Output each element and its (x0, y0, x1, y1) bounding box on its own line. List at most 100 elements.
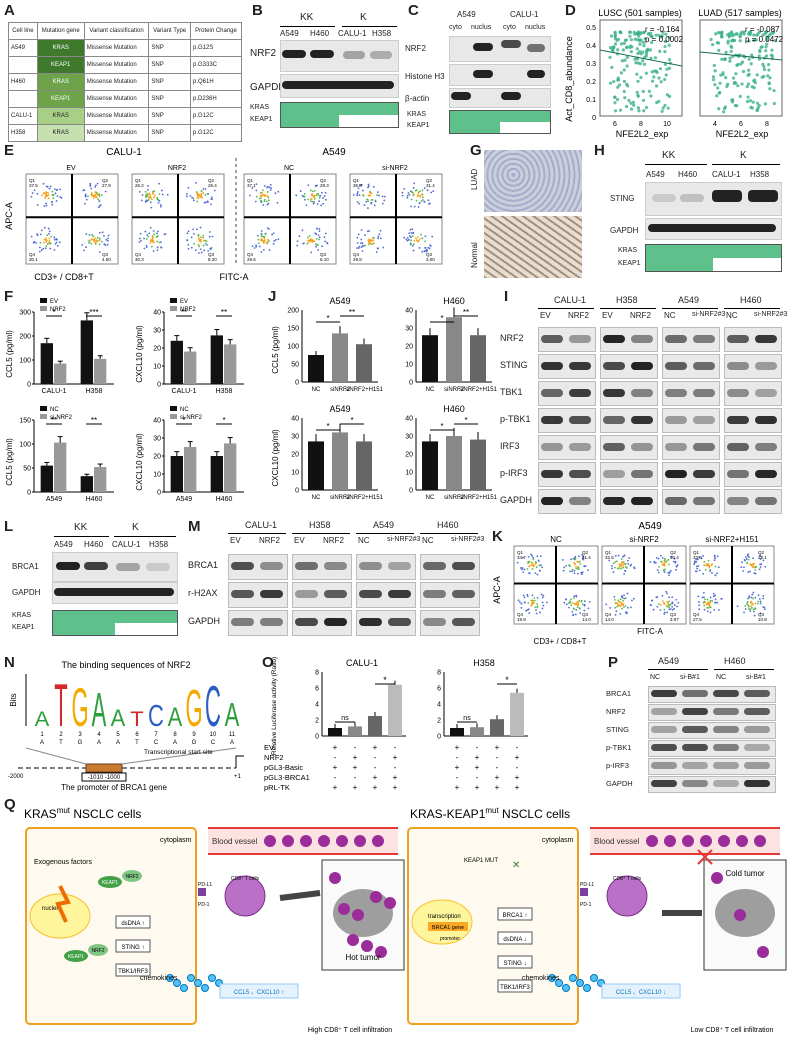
scatter-d-point (745, 99, 750, 104)
flow-e-dot (204, 193, 207, 196)
flow-k-xlabel: FITC-A (637, 627, 663, 636)
flow-k-dot (702, 555, 704, 557)
flow-k-dot (696, 567, 699, 570)
logo-n-letter: A (111, 704, 126, 731)
luciferase-o-sign: + (373, 743, 378, 752)
flow-k-dot (531, 594, 534, 597)
ihc-g-normal-image (484, 216, 582, 278)
scatter-d-point (667, 58, 672, 62)
blot-group-line (600, 308, 656, 309)
flow-e-dot (53, 238, 56, 241)
flow-e-dot (381, 195, 384, 198)
flow-e-dot (140, 199, 143, 202)
flow-e-dot (210, 203, 212, 206)
flow-k-quad-value: 50.4 (670, 555, 679, 560)
blot-b: KK K A549 H460 CALU-1 H358 NRF2 GAPDH KR… (250, 10, 400, 135)
flow-e-dot (99, 251, 101, 253)
flow-e-dot (263, 237, 266, 240)
panel-label-e: E (4, 142, 15, 159)
flow-e-dot (377, 235, 380, 238)
flow-e-dot (96, 240, 99, 243)
flow-k-dot (577, 566, 580, 569)
flow-e-dot (362, 194, 365, 196)
flow-k-dot (716, 601, 719, 604)
luciferase-o-ytick: 2 (437, 718, 441, 725)
bars-f-bar (170, 456, 183, 492)
flow-e-dot (262, 193, 265, 196)
flow-k-dot (698, 569, 701, 572)
flow-e-dot (308, 235, 311, 237)
bars-j-xtick: siNRF2 (330, 495, 351, 501)
schematic-q-tumor-tcell (757, 946, 769, 958)
flow-e-dot (417, 192, 420, 194)
schematic-q-step: STING ↑ (121, 945, 144, 951)
flow-k-dot (582, 558, 585, 561)
flow-e-quad-value: 6.10 (320, 257, 329, 262)
flow-k-dot (575, 567, 578, 570)
flow-e-dot (158, 199, 161, 202)
blot-band (324, 562, 347, 570)
scatter-d-point (732, 33, 736, 37)
flow-e-dot (416, 236, 419, 238)
blot-group-line (292, 533, 350, 534)
table-cell: Missense Mutation (83, 124, 150, 142)
flow-e-dot (378, 233, 381, 236)
flow-k-dot (516, 561, 519, 564)
blot-band (603, 415, 625, 424)
blot-c: A549 CALU-1 cyto nuclus cyto nuclus NRF2… (405, 10, 555, 135)
bars-j-xtick: siNRF2+H151 (459, 387, 498, 393)
flow-e-dot (369, 194, 371, 197)
flow-e-dot (381, 202, 384, 205)
flow-k-dot (581, 603, 584, 606)
flow-e-dot (315, 245, 318, 248)
flow-k-dot (673, 604, 676, 607)
flow-k-dot (542, 604, 545, 607)
schematic-q-step: dsDNA ↓ (503, 937, 526, 943)
scatter-d-point (747, 57, 751, 61)
flow-k-dot (546, 601, 548, 604)
flow-k-dot (535, 612, 538, 615)
flow-k-dot (713, 559, 716, 562)
flow-e-dot (295, 194, 298, 197)
blot-l-mut-2: KEAP1 (12, 624, 35, 631)
logo-n-letter: A (168, 703, 183, 733)
flow-e-dot (150, 239, 152, 241)
flow-e-dot (376, 194, 379, 196)
flow-e-dot (417, 194, 419, 197)
flow-e-dot (199, 238, 202, 241)
flow-k-dot (576, 600, 579, 603)
flow-k-dot (661, 594, 664, 597)
mutation-table-grid: Cell line Mutation gene Variant classifica… (8, 22, 243, 142)
flow-e-dot (372, 239, 374, 242)
flow-e-dot (369, 239, 372, 241)
flow-k-dot (757, 594, 760, 597)
blot-group-label: H460 (740, 295, 762, 305)
luciferase-o-sig: * (383, 675, 387, 685)
flow-k-dot (624, 605, 627, 607)
flow-e-dot (201, 196, 204, 199)
scatter-d-point (621, 48, 625, 52)
bars-f-bar (94, 467, 107, 492)
blot-p-row: p-IRF3 (606, 761, 629, 770)
flow-k-dot (570, 604, 573, 607)
flow-e-dot (150, 245, 153, 248)
scatter-d-xtick: 8 (639, 121, 643, 128)
flow-k-dot (542, 594, 545, 597)
flow-e-dot (414, 237, 417, 240)
scatter-d-point (745, 84, 749, 89)
blot-l: KK K A549 H460 CALU-1 H358 BRCA1 GAPDH K… (4, 520, 179, 640)
table-cell: Missense Mutation (83, 56, 150, 74)
blot-band (359, 590, 382, 598)
flow-k-dot (620, 558, 623, 561)
bars-f-legend: si-NRF2 (50, 415, 73, 421)
flow-e-dot (362, 189, 364, 192)
schematic-q-title-left: KRASmut NSCLC cells (24, 806, 141, 821)
flow-k-dot (572, 557, 575, 560)
scatter-d-point (763, 102, 768, 106)
luciferase-o-ytick: 0 (437, 734, 441, 741)
flow-e-dot (324, 198, 327, 201)
flow-k-dot (717, 566, 720, 569)
flow-e-dot (267, 238, 269, 241)
flow-k-dot (654, 562, 657, 564)
